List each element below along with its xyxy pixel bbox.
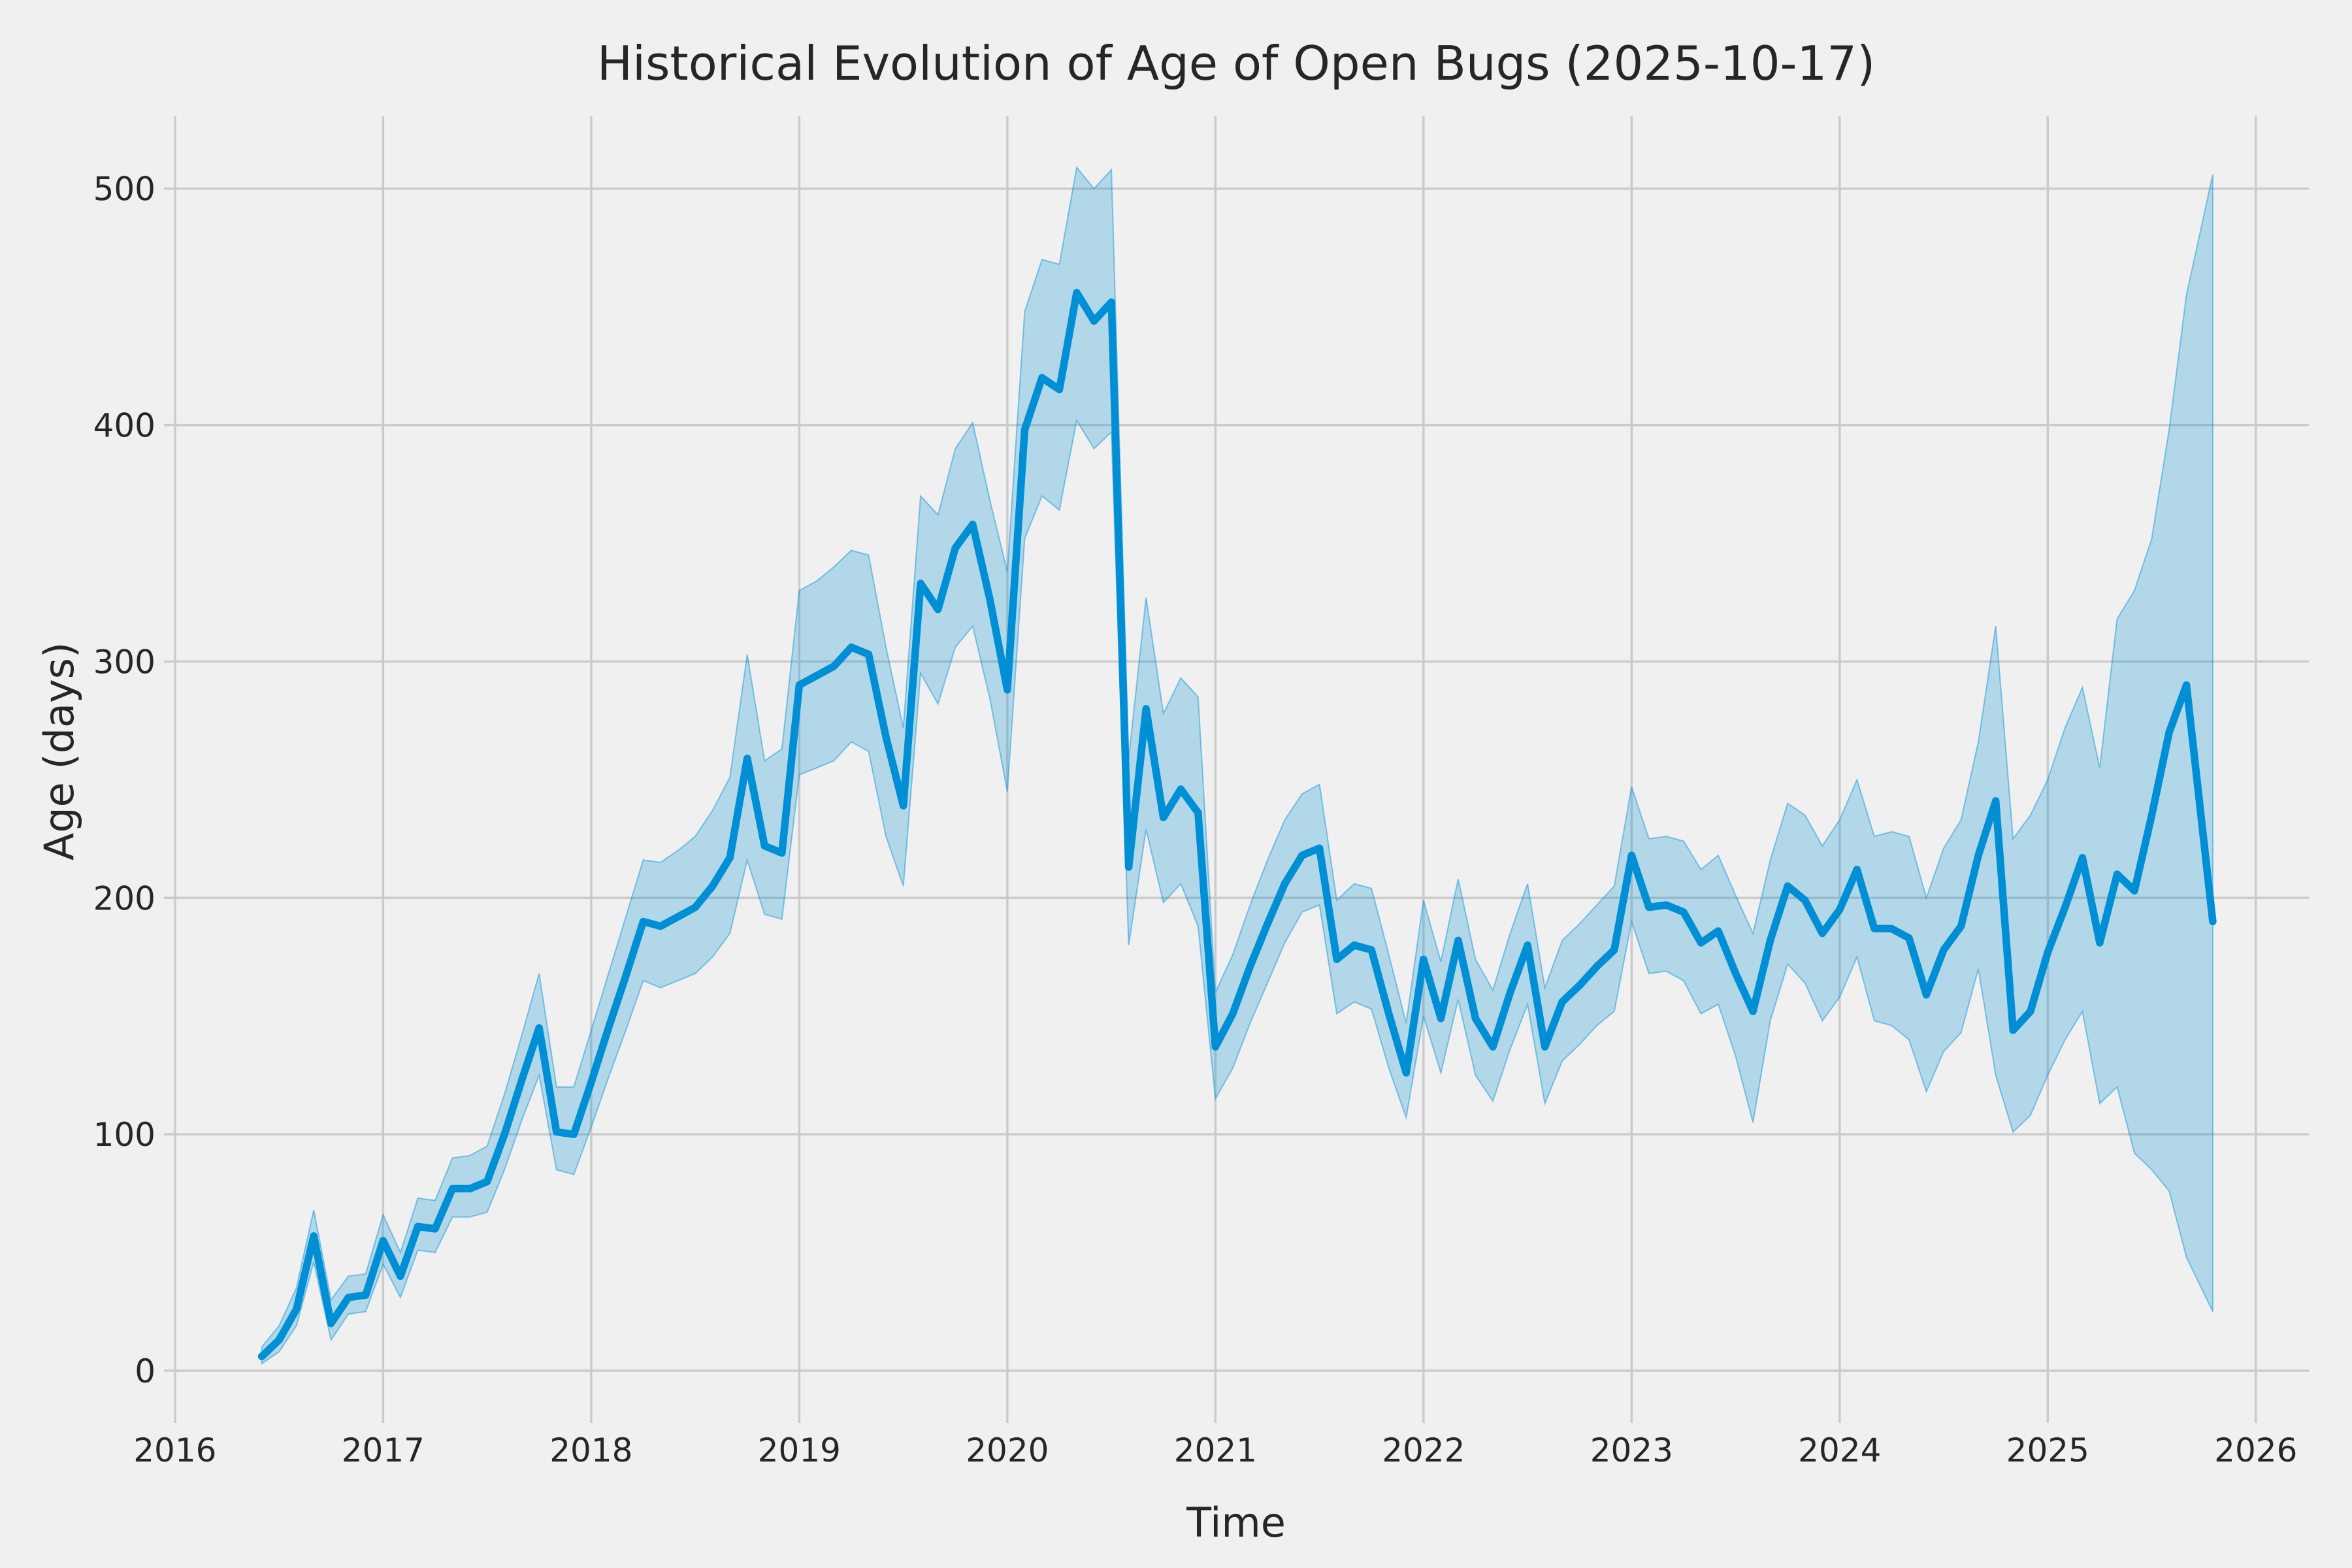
x-tick-label: 2026	[2214, 1431, 2297, 1469]
x-tick-label: 2016	[133, 1431, 216, 1469]
x-tick-label: 2017	[342, 1431, 425, 1469]
y-tick-label: 300	[93, 643, 155, 681]
x-tick-label: 2024	[1798, 1431, 1881, 1469]
x-tick-label: 2020	[966, 1431, 1049, 1469]
confidence-band	[261, 165, 2213, 1365]
x-axis-label: Time	[1186, 1499, 1286, 1546]
x-tick-label: 2025	[2006, 1431, 2089, 1469]
age-line	[257, 289, 2217, 1361]
x-tick-label: 2019	[758, 1431, 841, 1469]
y-tick-label: 500	[93, 171, 155, 208]
x-tick-label: 2018	[549, 1431, 632, 1469]
x-tick-label: 2023	[1590, 1431, 1673, 1469]
gridlines	[164, 116, 2309, 1423]
y-axis-label: Age (days)	[35, 642, 83, 860]
chart-title: Historical Evolution of Age of Open Bugs…	[597, 36, 1875, 91]
x-tick-label: 2021	[1174, 1431, 1257, 1469]
y-tick-label: 400	[93, 407, 155, 445]
y-tick-label: 0	[135, 1352, 155, 1390]
y-tick-label: 200	[93, 879, 155, 917]
x-tick-labels: 2016 2017 2018 2019 2020 2021 2022 2023 2024 2025…	[133, 1431, 2297, 1469]
y-tick-labels: 0 100 200 300 400 500	[93, 171, 155, 1390]
x-tick-label: 2022	[1382, 1431, 1465, 1469]
y-tick-label: 100	[93, 1116, 155, 1154]
